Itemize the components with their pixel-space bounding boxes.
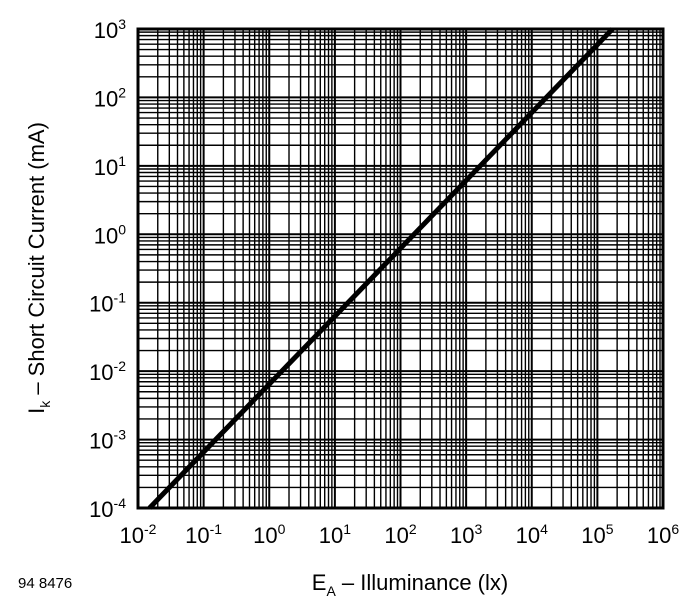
- y-tick-base: 10: [94, 18, 118, 43]
- x-tick-base: 10: [581, 523, 605, 548]
- series-line: [147, 27, 615, 510]
- y-tick-base: 10: [94, 86, 118, 111]
- y-tick-base: 10: [89, 360, 113, 385]
- y-tick-label: 10-2: [89, 358, 126, 385]
- x-tick-exponent: 4: [540, 521, 548, 537]
- x-tick-base: 10: [185, 523, 209, 548]
- x-axis-label: EA – Illuminance (lx): [312, 570, 508, 599]
- y-tick-base: 10: [94, 155, 118, 180]
- x-tick-exponent: 3: [474, 521, 482, 537]
- x-tick-exponent: 6: [671, 521, 679, 537]
- x-tick-label: 101: [319, 521, 351, 548]
- series-group: [147, 27, 615, 510]
- x-tick-exponent: 1: [343, 521, 351, 537]
- x-tick-label: 103: [450, 521, 482, 548]
- x-tick-base: 10: [120, 523, 144, 548]
- y-tick-exponent: 1: [118, 153, 126, 169]
- x-tick-label: 102: [384, 521, 416, 548]
- x-tick-base: 10: [384, 523, 408, 548]
- x-tick-exponent: 5: [606, 521, 614, 537]
- y-tick-exponent: 0: [118, 221, 126, 237]
- x-tick-label: 10-1: [185, 521, 222, 548]
- y-tick-label: 10-3: [89, 427, 126, 454]
- y-tick-exponent: -1: [114, 290, 127, 306]
- y-tick-exponent: 3: [118, 16, 126, 32]
- x-tick-labels: 10-2 10-1 100 101 102 103 104 105 106: [120, 521, 680, 548]
- y-tick-base: 10: [89, 429, 113, 454]
- x-tick-base: 10: [647, 523, 671, 548]
- figure-code: 94 8476: [18, 575, 72, 592]
- y-tick-exponent: -3: [114, 427, 127, 443]
- y-tick-label: 100: [94, 221, 126, 248]
- y-tick-label: 102: [94, 84, 126, 111]
- y-tick-base: 10: [89, 292, 113, 317]
- y-tick-base: 10: [89, 497, 113, 522]
- x-tick-exponent: 0: [278, 521, 286, 537]
- x-tick-exponent: 2: [409, 521, 417, 537]
- x-tick-exponent: -1: [210, 521, 223, 537]
- plot-frame: [136, 27, 665, 510]
- x-tick-base: 10: [319, 523, 343, 548]
- x-tick-label: 100: [253, 521, 285, 548]
- x-tick-label: 105: [581, 521, 613, 548]
- y-tick-exponent: -2: [114, 358, 127, 374]
- y-tick-label: 101: [94, 153, 126, 180]
- x-tick-label: 104: [516, 521, 548, 548]
- y-tick-label: 10-4: [89, 495, 126, 522]
- y-tick-exponent: -4: [114, 495, 127, 511]
- x-tick-exponent: -2: [144, 521, 157, 537]
- x-tick-label: 10-2: [120, 521, 157, 548]
- y-tick-base: 10: [94, 223, 118, 248]
- x-tick-label: 106: [647, 521, 679, 548]
- x-tick-base: 10: [516, 523, 540, 548]
- y-tick-label: 10-1: [89, 290, 126, 317]
- x-tick-base: 10: [253, 523, 277, 548]
- y-tick-label: 103: [94, 16, 126, 43]
- y-tick-exponent: 2: [118, 84, 126, 100]
- y-axis-label: Ik – Short Circuit Current (mA): [24, 122, 53, 414]
- x-tick-base: 10: [450, 523, 474, 548]
- grid: [137, 29, 663, 509]
